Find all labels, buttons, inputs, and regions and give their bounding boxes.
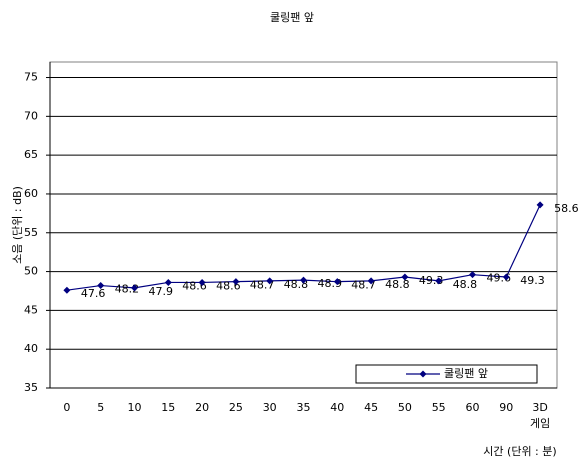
marker bbox=[502, 273, 510, 281]
y-tick-label: 35 bbox=[24, 381, 38, 394]
x-tick-label: 60 bbox=[466, 401, 480, 414]
marker bbox=[300, 276, 307, 284]
x-tick-label: 3D 게임 bbox=[530, 401, 550, 430]
data-label: 47.6 bbox=[81, 287, 106, 300]
y-tick-label: 55 bbox=[24, 226, 38, 239]
marker bbox=[333, 278, 341, 286]
marker bbox=[164, 278, 172, 286]
y-tick-label: 45 bbox=[24, 303, 38, 316]
x-tick-label: 35 bbox=[297, 401, 311, 414]
y-tick-label: 50 bbox=[24, 265, 38, 278]
x-tick-label: 30 bbox=[263, 401, 277, 414]
x-tick-label: 0 bbox=[63, 401, 70, 414]
x-tick-label: 25 bbox=[229, 401, 243, 414]
marker bbox=[232, 278, 240, 286]
y-tick-label: 70 bbox=[24, 109, 38, 122]
data-label: 58.6 bbox=[554, 202, 579, 215]
x-tick-label: 20 bbox=[195, 401, 209, 414]
plot-area bbox=[49, 61, 558, 389]
data-label: 48.8 bbox=[453, 278, 478, 291]
legend-label: 쿨링팬 앞 bbox=[444, 367, 488, 380]
legend-box bbox=[355, 364, 538, 384]
legend-marker bbox=[419, 370, 427, 378]
x-tick-label: 5 bbox=[97, 401, 104, 414]
marker bbox=[131, 284, 138, 292]
y-tick-label: 40 bbox=[24, 342, 38, 355]
marker bbox=[63, 286, 71, 294]
x-tick-label: 10 bbox=[128, 401, 142, 414]
y-tick-label: 65 bbox=[24, 148, 38, 161]
marker bbox=[435, 277, 443, 285]
chart-title: 쿨링팬 앞 bbox=[270, 11, 314, 24]
marker bbox=[266, 277, 274, 285]
y-tick-label: 60 bbox=[24, 187, 38, 200]
data-label: 47.9 bbox=[149, 285, 174, 298]
x-tick-label: 90 bbox=[499, 401, 513, 414]
marker bbox=[469, 271, 476, 279]
x-tick-label: 50 bbox=[398, 401, 412, 414]
data-label: 49.6 bbox=[487, 272, 512, 285]
x-tick-label: 55 bbox=[432, 401, 446, 414]
marker bbox=[198, 278, 206, 286]
y-axis-label: 소음 (단위 : dB) bbox=[11, 186, 24, 264]
data-label: 49.3 bbox=[520, 274, 545, 287]
marker bbox=[97, 282, 105, 290]
y-tick-label: 75 bbox=[24, 71, 38, 84]
marker bbox=[367, 277, 375, 285]
marker bbox=[401, 273, 409, 281]
x-tick-label: 40 bbox=[330, 401, 344, 414]
marker bbox=[536, 201, 544, 209]
x-tick-label: 45 bbox=[364, 401, 378, 414]
x-axis-label: 시간 (단위 : 분) bbox=[483, 445, 556, 458]
data-label: 48.2 bbox=[115, 283, 140, 296]
data-label: 49.3 bbox=[419, 274, 444, 287]
x-tick-label: 15 bbox=[161, 401, 175, 414]
data-label: 48.8 bbox=[385, 278, 410, 291]
